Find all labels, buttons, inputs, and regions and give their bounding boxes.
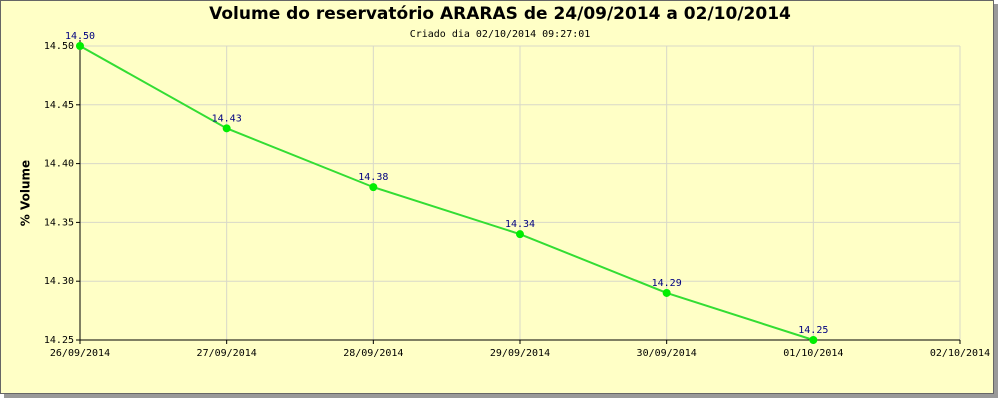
y-tick-label: 14.25 xyxy=(44,335,74,346)
series-line xyxy=(79,45,814,341)
x-tick-label: 27/09/2014 xyxy=(197,348,257,359)
data-label: 14.43 xyxy=(212,113,242,124)
x-tick-label: 02/10/2014 xyxy=(930,348,990,359)
data-label: 14.50 xyxy=(65,31,95,42)
data-point xyxy=(76,42,84,50)
data-point xyxy=(222,124,231,133)
data-label: 14.25 xyxy=(798,325,828,336)
y-axis-label: % Volume xyxy=(19,160,33,226)
x-tick-label: 29/09/2014 xyxy=(490,348,550,359)
data-label: 14.34 xyxy=(505,219,535,230)
data-point xyxy=(662,288,671,297)
x-tick-label: 30/09/2014 xyxy=(637,348,697,359)
x-tick-label: 26/09/2014 xyxy=(50,348,110,359)
data-label: 14.38 xyxy=(358,172,388,183)
chart-title: Volume do reservatório ARARAS de 24/09/2… xyxy=(209,4,791,24)
data-point xyxy=(516,230,524,239)
y-tick-label: 14.35 xyxy=(44,217,74,228)
y-tick-label: 14.50 xyxy=(44,41,74,52)
data-point xyxy=(809,336,818,344)
y-tick-label: 14.30 xyxy=(44,276,74,287)
x-tick-label: 01/10/2014 xyxy=(783,348,843,359)
y-tick-label: 14.45 xyxy=(44,100,74,111)
y-tick-label: 14.40 xyxy=(44,159,74,170)
frame xyxy=(0,0,994,394)
data-point xyxy=(369,183,378,192)
chart-subtitle: Criado dia 02/10/2014 09:27:01 xyxy=(410,29,591,40)
x-tick-label: 28/09/2014 xyxy=(343,348,403,359)
data-label: 14.29 xyxy=(652,278,682,289)
